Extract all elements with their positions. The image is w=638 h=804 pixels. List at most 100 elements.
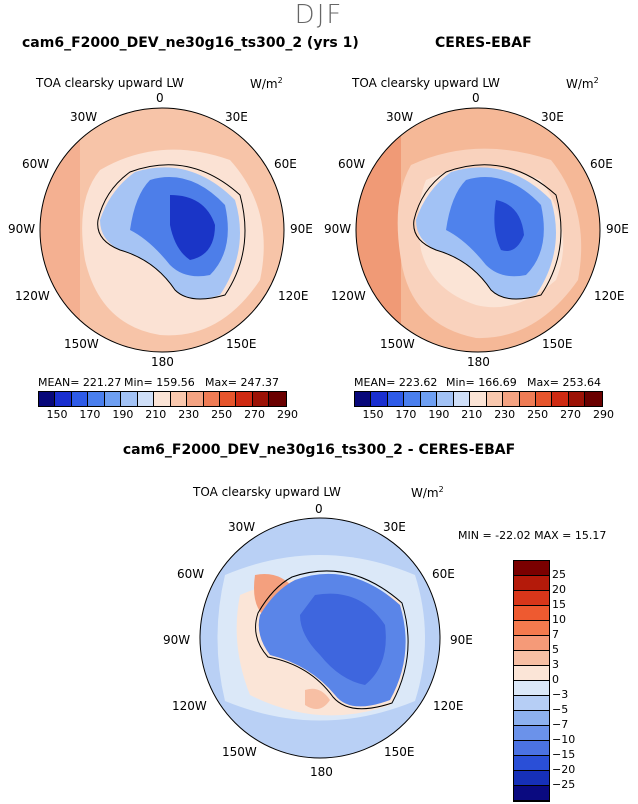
panel2-field <box>356 108 600 352</box>
panel3-lon-90w: 90W <box>163 633 191 647</box>
panel3-lon-180: 180 <box>310 765 333 779</box>
panel2-lon-120w: 120W <box>331 289 366 303</box>
panel1-map <box>39 107 285 353</box>
panel1-colorbar-tick: 150 <box>46 408 68 421</box>
panel3-lon-90e: 90E <box>450 633 473 647</box>
panel1-colorbar-tick: 190 <box>112 408 134 421</box>
panel3-colorbar-swatch <box>514 606 549 621</box>
panel2-lon-60w: 60W <box>338 157 366 171</box>
panel3-colorbar-swatch <box>514 621 549 636</box>
panel3-colorbar-swatch <box>514 786 549 801</box>
panel3-colorbar-label: 25 <box>552 568 566 581</box>
panel1-colorbar-swatch <box>252 392 270 406</box>
panel2-colorbar-tick: 250 <box>527 408 549 421</box>
panel3-lon-120e: 120E <box>433 699 464 713</box>
panel2-colorbar-swatch <box>568 392 586 406</box>
panel3-field <box>200 518 440 758</box>
panel1-lon-30e: 30E <box>225 110 248 124</box>
panel2-colorbar-swatch <box>453 392 471 406</box>
panel3-lon-120w: 120W <box>172 699 207 713</box>
panel1-lon-30w: 30W <box>70 110 98 124</box>
panel2-map <box>355 107 601 353</box>
panel2-colorbar-tick: 150 <box>362 408 384 421</box>
panel1-lon-90w: 90W <box>8 222 36 236</box>
panel1-colorbar-tick: 170 <box>79 408 101 421</box>
panel3-colorbar-label: −7 <box>552 718 569 731</box>
panel2-mean: MEAN= 223.62 <box>354 376 438 389</box>
panel2-colorbar-swatch <box>503 392 520 406</box>
panel2-max: Max= 253.64 <box>527 376 601 389</box>
panel3-map <box>199 517 441 759</box>
panel2-colorbar-swatch <box>371 392 388 406</box>
panel2-colorbar-swatch <box>387 392 405 406</box>
panel3-colorbar-swatch <box>514 771 549 786</box>
panel1-units: W/m2 <box>250 76 283 91</box>
panel1-lon-60w: 60W <box>22 157 50 171</box>
panel3-colorbar-label: −20 <box>552 763 576 776</box>
panel3-colorbar-swatch <box>514 756 549 771</box>
season-title: DJF <box>294 0 344 30</box>
panel3-colorbar-label: 15 <box>552 598 566 611</box>
panel1-colorbar-tick: 270 <box>244 408 266 421</box>
panel1-lon-150w: 150W <box>64 337 99 351</box>
panel1-colorbar-swatch <box>71 392 89 406</box>
panel1-min: Min= 159.56 <box>124 376 195 389</box>
panel2-colorbar-swatch <box>486 392 504 406</box>
panel3-colorbar-swatch <box>514 561 549 576</box>
panel2-colorbar-tick: 170 <box>395 408 417 421</box>
panel1-colorbar-swatch <box>88 392 105 406</box>
panel1-colorbar-tick: 230 <box>178 408 200 421</box>
panel2-lon-30w: 30W <box>386 110 414 124</box>
panel1-field <box>40 108 284 352</box>
panel3-colorbar-label: 10 <box>552 613 566 626</box>
panel3-lon-60w: 60W <box>177 567 205 581</box>
panel3-colorbar-label: 20 <box>552 583 566 596</box>
panel3-colorbar <box>513 560 550 802</box>
panel3-colorbar-label: 0 <box>552 673 559 686</box>
panel2-colorbar <box>354 391 603 407</box>
panel3-lon-30w: 30W <box>228 520 256 534</box>
panel3-colorbar-label: −25 <box>552 778 576 791</box>
panel3-colorbar-label: −10 <box>552 733 576 746</box>
panel2-colorbar-swatch <box>552 392 569 406</box>
panel2-units: W/m2 <box>566 76 599 91</box>
panel1-colorbar-swatch <box>39 392 56 406</box>
panel1-colorbar-ticks: 150 170 190 210 230 250 270 290 <box>38 408 298 422</box>
panel1-lon-120w: 120W <box>15 289 50 303</box>
panel3-colorbar-labels: 25 20 15 10 7 5 3 0 −3 −5 −7 −10 −15 −20 −25 <box>552 560 592 804</box>
panel3-colorbar-swatch <box>514 681 549 696</box>
panel2-min: Min= 166.69 <box>446 376 517 389</box>
panel2-colorbar-swatch <box>420 392 438 406</box>
panel1-colorbar-swatch <box>187 392 204 406</box>
panel2-colorbar-swatch <box>437 392 454 406</box>
panel1-colorbar-swatch <box>137 392 155 406</box>
panel1-lon-180: 180 <box>151 355 174 369</box>
panel3-colorbar-swatch <box>514 636 549 651</box>
panel1-max: Max= 247.37 <box>205 376 279 389</box>
panel1-title: cam6_F2000_DEV_ne30g16_ts300_2 (yrs 1) <box>22 35 359 51</box>
panel1-lon-0: 0 <box>156 91 164 105</box>
panel2-colorbar-swatch <box>404 392 421 406</box>
panel2-colorbar-swatch <box>355 392 372 406</box>
panel3-units: W/m2 <box>411 485 444 500</box>
panel1-lon-90e: 90E <box>290 222 313 236</box>
panel1-lon-150e: 150E <box>226 337 257 351</box>
panel3-colorbar-swatch <box>514 741 549 756</box>
panel2-colorbar-swatch <box>470 392 487 406</box>
panel3-minmax: MIN = -22.02 MAX = 15.17 <box>458 529 607 542</box>
panel2-lon-90e: 90E <box>606 222 629 236</box>
panel3-lon-30e: 30E <box>383 520 406 534</box>
panel3-colorbar-label: −5 <box>552 703 569 716</box>
panel1-colorbar-swatch <box>104 392 122 406</box>
panel2-colorbar-tick: 290 <box>593 408 614 421</box>
panel3-lon-60e: 60E <box>432 567 455 581</box>
panel2-lon-60e: 60E <box>590 157 613 171</box>
panel3-colorbar-label: 5 <box>552 643 559 656</box>
panel1-colorbar-swatch <box>55 392 72 406</box>
panel3-colorbar-swatch <box>514 576 549 591</box>
panel2-lon-120e: 120E <box>594 289 625 303</box>
panel2-title: CERES-EBAF <box>435 35 532 51</box>
panel2-colorbar-tick: 230 <box>494 408 516 421</box>
panel2-lon-30e: 30E <box>541 110 564 124</box>
panel3-colorbar-label: −3 <box>552 688 569 701</box>
